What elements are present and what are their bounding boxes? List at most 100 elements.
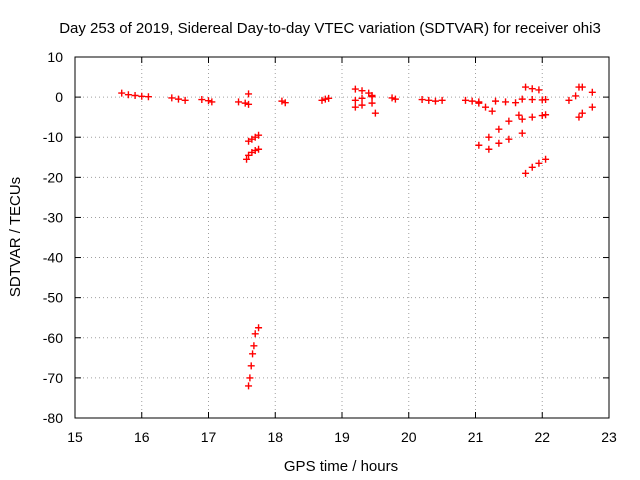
x-tick-label: 19 [334,429,350,445]
y-tick-label: -80 [43,410,63,426]
series-arc-21 [518,95,550,104]
data-point [118,89,126,97]
x-axis-label: GPS time / hours [284,458,398,475]
series-arc-23 [522,155,550,177]
axis-ticks: 15 16 17 18 19 20 21 22 23 10 0 -10 -20 -30 -40 -50 -60 -… [43,49,617,445]
data-point [475,99,483,107]
data-point [431,97,439,105]
data-point [358,94,366,102]
y-tick-label: -60 [43,330,63,346]
x-tick-label: 20 [401,429,417,445]
data-point [518,115,526,123]
series-arc-25 [575,103,596,121]
y-tick-label: -30 [43,209,63,225]
data-point [388,94,396,102]
data-point [124,91,132,99]
data-point [235,98,243,106]
series-arc-26 [578,83,596,96]
data-point [251,146,259,154]
data-point [368,99,376,107]
data-point [138,92,146,100]
data-point [325,94,333,102]
data-point [278,97,286,105]
series-arc-7 [245,324,263,390]
data-point [528,96,536,104]
data-point [245,382,253,390]
y-axis-label: SDTVAR / TECUs [7,177,24,297]
data-point [351,96,359,104]
x-tick-label: 15 [67,429,83,445]
data-point [144,93,152,101]
data-point [528,163,536,171]
series-arc-1 [118,89,152,101]
series-arc-4b [245,90,253,98]
data-point [243,155,251,163]
x-tick-label: 22 [534,429,550,445]
data-point [482,103,490,111]
y-tick-label: 0 [55,89,63,105]
x-tick-label: 18 [267,429,283,445]
series-arc-14 [418,96,446,105]
series-arc-11 [351,93,376,104]
data-point [461,96,469,104]
series-arc-22 [522,83,543,94]
series-arc-3 [198,96,216,106]
data-point [488,107,496,115]
y-tick-label: -40 [43,250,63,266]
series-arc-8 [278,97,289,107]
data-point [241,99,249,107]
data-point [515,111,523,119]
x-tick-label: 23 [601,429,617,445]
series-arc-19 [485,129,526,153]
y-tick-label: 10 [47,49,63,65]
series-arc-6 [243,145,263,163]
series-arc-18 [475,111,523,149]
data-point [321,95,329,103]
data-point [542,155,550,163]
data-point [495,139,503,147]
data-point [538,112,546,120]
data-point [250,342,258,350]
series-arc-17 [492,97,520,107]
data-point [468,97,476,105]
data-point [535,159,543,167]
data-point [318,96,326,104]
data-point [578,109,586,117]
data-point [475,141,483,149]
data-point [245,100,253,108]
data-point [572,92,580,100]
data-point [174,95,182,103]
data-point [528,113,536,121]
data-point [391,95,399,103]
data-point [358,101,366,109]
series-arc-24 [565,83,583,104]
chart-title: Day 253 of 2019, Sidereal Day-to-day VTE… [59,20,601,37]
data-points [118,83,596,390]
data-point [485,145,493,153]
data-point [255,131,263,139]
x-tick-label: 17 [201,429,217,445]
x-tick-label: 21 [468,429,484,445]
data-point [246,374,254,382]
data-point [578,83,586,91]
data-point [368,93,376,101]
data-point [351,85,359,93]
data-point [505,135,513,143]
series-arc-20 [518,111,550,123]
series-arc-12 [351,99,379,117]
data-point [247,362,255,370]
data-point [575,113,583,121]
data-point [535,86,543,94]
data-point [131,92,139,100]
series-arc-9 [318,94,333,104]
data-point [522,169,530,177]
data-point [438,96,446,104]
data-point [518,129,526,137]
y-tick-label: -10 [43,129,63,145]
data-point [528,85,536,93]
data-point [502,98,510,106]
data-point [168,94,176,102]
data-point [205,97,212,105]
